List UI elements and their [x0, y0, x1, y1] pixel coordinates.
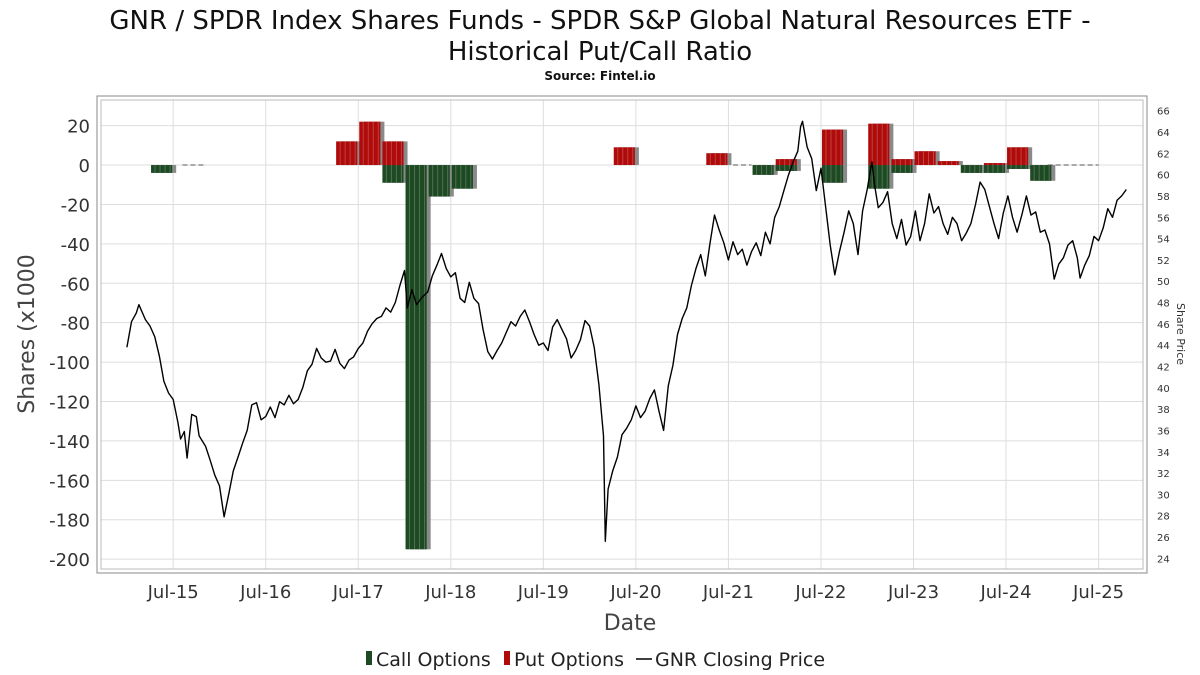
bars [151, 121, 1099, 550]
x-tick-label: Jul-24 [979, 582, 1031, 603]
call-bar [382, 165, 404, 183]
y-right-tick-label: 56 [1157, 213, 1170, 224]
y-tick-label: -20 [61, 195, 90, 216]
y-tick-label: -40 [61, 235, 90, 256]
call-bar [960, 165, 982, 173]
put-bar [821, 129, 844, 166]
put-bar [775, 159, 797, 166]
legend-call-swatch [366, 651, 372, 665]
x-tick-label: Jul-23 [887, 582, 939, 603]
legend-put-label: Put Options [514, 649, 624, 671]
y-right-tick-label: 34 [1157, 448, 1170, 459]
call-bar [891, 165, 913, 173]
y-right-tick-label: 54 [1157, 235, 1170, 246]
legend-price-label: GNR Closing Price [655, 649, 825, 671]
x-tick-label: Jul-19 [517, 582, 569, 603]
legend-put-swatch [504, 651, 510, 665]
y-right-tick-label: 44 [1157, 341, 1170, 352]
y-tick-label: -140 [49, 432, 90, 453]
y-right-tick-label: 48 [1157, 299, 1170, 310]
call-bar [1007, 165, 1029, 169]
y-right-tick-label: 42 [1157, 362, 1170, 373]
y-right-tick-label: 50 [1157, 277, 1170, 288]
legend-call-label: Call Options [376, 649, 491, 671]
y-tick-label: -200 [49, 550, 90, 571]
put-bar [359, 121, 381, 166]
plot-inner-frame [100, 99, 1144, 570]
call-bar [983, 165, 1006, 173]
chart-title-line1: GNR / SPDR Index Shares Funds - SPDR S&P… [109, 6, 1090, 36]
x-tick-label: Jul-25 [1072, 582, 1124, 603]
y-tick-label: -80 [61, 314, 90, 335]
y-tick-label: -100 [49, 353, 90, 374]
put-bar [914, 151, 936, 166]
x-axis-label: Date [604, 611, 657, 636]
y-right-tick-label: 40 [1157, 384, 1170, 395]
y-right-tick-label: 66 [1157, 107, 1170, 118]
y-right-tick-label: 58 [1157, 192, 1170, 203]
call-bar [821, 165, 844, 183]
call-bar [151, 165, 173, 173]
y-right-tick-label: 62 [1157, 149, 1170, 160]
ticks: 20 0 -20 -40 -60 -80 -100 -120 -140 -160 -180 -200 J… [49, 107, 1170, 603]
y-tick-label: 20 [67, 117, 90, 138]
put-bar [1007, 147, 1029, 166]
call-bar [775, 165, 797, 171]
put-bar [336, 141, 358, 166]
gridlines [101, 100, 1143, 569]
y-right-tick-label: 26 [1157, 533, 1170, 544]
price-line [126, 120, 1127, 542]
call-bar [428, 165, 450, 197]
put-bar [382, 141, 404, 166]
y-right-tick-label: 52 [1157, 256, 1170, 267]
x-tick-label: Jul-17 [332, 582, 384, 603]
x-tick-label: Jul-18 [424, 582, 476, 603]
plot-frame [96, 95, 1148, 574]
y-right-tick-label: 30 [1157, 490, 1170, 501]
chart-title-line2: Historical Put/Call Ratio [448, 37, 752, 67]
y-right-tick-label: 64 [1157, 128, 1170, 139]
put-bar [891, 159, 913, 166]
price-line-group [126, 120, 1127, 542]
x-tick-label: Jul-16 [239, 582, 291, 603]
y-right-tick-label: 38 [1157, 405, 1170, 416]
y-tick-label: -160 [49, 471, 90, 492]
put-bar [706, 153, 728, 166]
y-right-tick-label: 24 [1157, 554, 1170, 565]
x-tick-label: Jul-15 [147, 582, 199, 603]
call-bar [451, 165, 473, 189]
call-bar [1030, 165, 1052, 181]
y-right-tick-label: 32 [1157, 469, 1170, 480]
call-bar [752, 165, 774, 175]
put-bar [613, 147, 635, 166]
y-tick-label: -120 [49, 393, 90, 414]
y-tick-label: -60 [61, 274, 90, 295]
put-bar [868, 123, 890, 166]
y-right-tick-label: 60 [1157, 171, 1170, 182]
y-axis-label: Shares (x1000 [15, 254, 40, 414]
x-tick-label: Jul-22 [794, 582, 846, 603]
chart-source: Source: Fintel.io [544, 69, 655, 83]
y-right-tick-label: 28 [1157, 512, 1170, 523]
y-right-tick-label: 46 [1157, 320, 1170, 331]
x-tick-label: Jul-21 [702, 582, 754, 603]
put-bar [937, 161, 959, 166]
x-tick-label: Jul-20 [609, 582, 661, 603]
y-tick-label: 0 [79, 156, 90, 177]
legend: Call Options Put Options GNR Closing Pri… [366, 649, 825, 671]
call-bar [405, 165, 427, 550]
y-right-tick-label: 36 [1157, 426, 1170, 437]
y-axis-right-label: Share Price [1174, 303, 1187, 365]
y-tick-label: -180 [49, 511, 90, 532]
put-bar [983, 163, 1006, 166]
